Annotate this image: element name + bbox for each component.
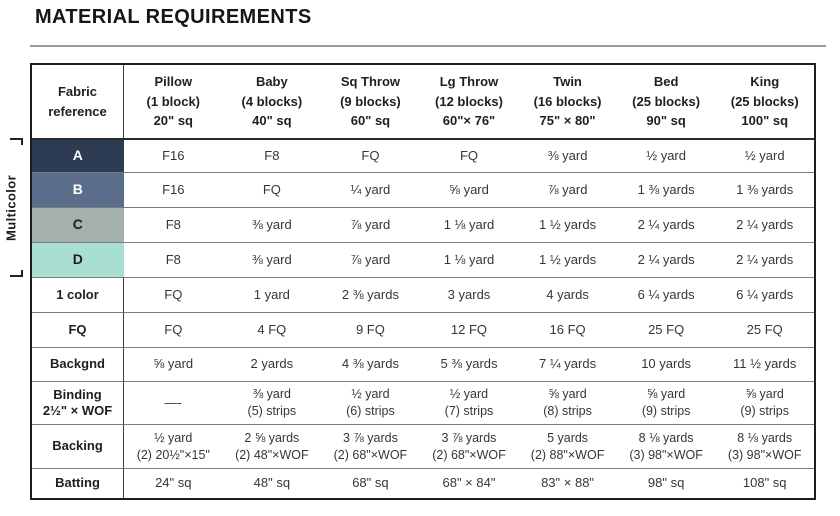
table-cell: 25 FQ <box>616 312 716 347</box>
fabric-swatch-a: A <box>32 138 124 172</box>
table-cell: 4 FQ <box>222 312 322 347</box>
multicolor-side-label: Multicolor <box>3 174 19 241</box>
row-label: Backing <box>32 424 124 468</box>
table-cell: 1 ⅛ yard <box>419 207 519 242</box>
table-cell: FQ <box>419 138 519 172</box>
table-cell: FQ <box>321 138 420 172</box>
column-header: King (25 blocks) 100" sq <box>730 74 799 129</box>
table-cell: 2 ¼ yards <box>715 207 814 242</box>
table-cell: 2 ¼ yards <box>616 207 716 242</box>
table-cell: ½ yard (6) strips <box>321 381 420 424</box>
row-label: Binding 2½" × WOF <box>32 381 124 424</box>
table-cell: 8 ⅛ yards (3) 98"×WOF <box>715 424 814 468</box>
table-cell: 83" × 88" <box>518 468 617 498</box>
table-cell: 24" sq <box>124 468 223 498</box>
table-cell: 3 ⅞ yards (2) 68"×WOF <box>419 424 519 468</box>
row-label: Backgnd <box>32 347 124 381</box>
table-cell: 6 ¼ yards <box>715 277 814 312</box>
table-cell: 2 ⅝ yards (2) 48"×WOF <box>222 424 322 468</box>
table-cell: ½ yard <box>616 138 716 172</box>
table-cell: F8 <box>124 242 223 277</box>
row-label: FQ <box>32 312 124 347</box>
table-cell: FQ <box>124 312 223 347</box>
table-cell: ½ yard <box>715 138 814 172</box>
table-cell: ⅝ yard <box>419 172 519 207</box>
table-cell: ⅞ yard <box>321 207 420 242</box>
table-cell: ⅝ yard (9) strips <box>715 381 814 424</box>
table-cell: 68" × 84" <box>419 468 519 498</box>
table-cell: 1 yard <box>222 277 322 312</box>
column-header: Pillow (1 block) 20" sq <box>146 74 201 129</box>
table-cell: —- <box>124 381 223 424</box>
table-cell: 10 yards <box>616 347 716 381</box>
material-table: Fabric reference Pillow (1 block) 20" sq B… <box>30 63 816 500</box>
table-cell: 2 ¼ yards <box>616 242 716 277</box>
table-cell: 12 FQ <box>419 312 519 347</box>
table-cell: 98" sq <box>616 468 716 498</box>
table-cell: 11 ½ yards <box>715 347 814 381</box>
table-cell: 16 FQ <box>518 312 617 347</box>
table-cell: 68" sq <box>321 468 420 498</box>
table-cell: 9 FQ <box>321 312 420 347</box>
table-cell: 2 ¼ yards <box>715 242 814 277</box>
table-cell: ½ yard (2) 20½"×15" <box>124 424 223 468</box>
title-divider <box>30 45 826 47</box>
table-cell: 4 ⅜ yards <box>321 347 420 381</box>
table-cell: 3 yards <box>419 277 519 312</box>
table-cell: 6 ¼ yards <box>616 277 716 312</box>
table-cell: ¼ yard <box>321 172 420 207</box>
table-cell: 5 ⅜ yards <box>419 347 519 381</box>
column-header: Lg Throw (12 blocks) 60"× 76" <box>435 74 503 129</box>
table-cell: ⅞ yard <box>321 242 420 277</box>
table-cell: 8 ⅛ yards (3) 98"×WOF <box>616 424 716 468</box>
table-cell: ⅞ yard <box>518 172 617 207</box>
table-cell: F8 <box>222 138 322 172</box>
table-cell: 1 ⅜ yards <box>616 172 716 207</box>
table-cell: ½ yard (7) strips <box>419 381 519 424</box>
table-cell: 2 yards <box>222 347 322 381</box>
column-header: Twin (16 blocks) 75" × 80" <box>533 74 602 129</box>
table-cell: F16 <box>124 172 223 207</box>
table-cell: ⅜ yard (5) strips <box>222 381 322 424</box>
multicolor-bracket-top <box>10 138 23 145</box>
fabric-reference-header: Fabric reference <box>32 65 124 138</box>
row-label: 1 color <box>32 277 124 312</box>
table-cell: ⅜ yard <box>518 138 617 172</box>
table-cell: 1 ⅛ yard <box>419 242 519 277</box>
fabric-swatch-d: D <box>32 242 124 277</box>
table-cell: 4 yards <box>518 277 617 312</box>
column-header: Sq Throw (9 blocks) 60" sq <box>340 74 401 129</box>
page-title: MATERIAL REQUIREMENTS <box>35 6 312 28</box>
table-cell: 1 ⅜ yards <box>715 172 814 207</box>
column-header: Baby (4 blocks) 40" sq <box>241 74 303 129</box>
table-cell: 48" sq <box>222 468 322 498</box>
table-cell: ⅝ yard <box>124 347 223 381</box>
row-label: Batting <box>32 468 124 498</box>
multicolor-bracket-bottom <box>10 270 23 277</box>
table-cell: 25 FQ <box>715 312 814 347</box>
table-cell: 1 ½ yards <box>518 207 617 242</box>
fabric-swatch-c: C <box>32 207 124 242</box>
table-cell: 3 ⅞ yards (2) 68"×WOF <box>321 424 420 468</box>
table-cell: ⅜ yard <box>222 207 322 242</box>
table-cell: 108" sq <box>715 468 814 498</box>
table-cell: ⅝ yard (8) strips <box>518 381 617 424</box>
table-cell: FQ <box>222 172 322 207</box>
fabric-swatch-b: B <box>32 172 124 207</box>
table-cell: FQ <box>124 277 223 312</box>
table-cell: ⅝ yard (9) strips <box>616 381 716 424</box>
table-cell: 1 ½ yards <box>518 242 617 277</box>
column-header: Bed (25 blocks) 90" sq <box>632 74 701 129</box>
table-cell: 7 ¼ yards <box>518 347 617 381</box>
table-cell: F8 <box>124 207 223 242</box>
table-cell: F16 <box>124 138 223 172</box>
table-cell: 2 ⅜ yards <box>321 277 420 312</box>
table-cell: ⅜ yard <box>222 242 322 277</box>
table-cell: 5 yards (2) 88"×WOF <box>518 424 617 468</box>
